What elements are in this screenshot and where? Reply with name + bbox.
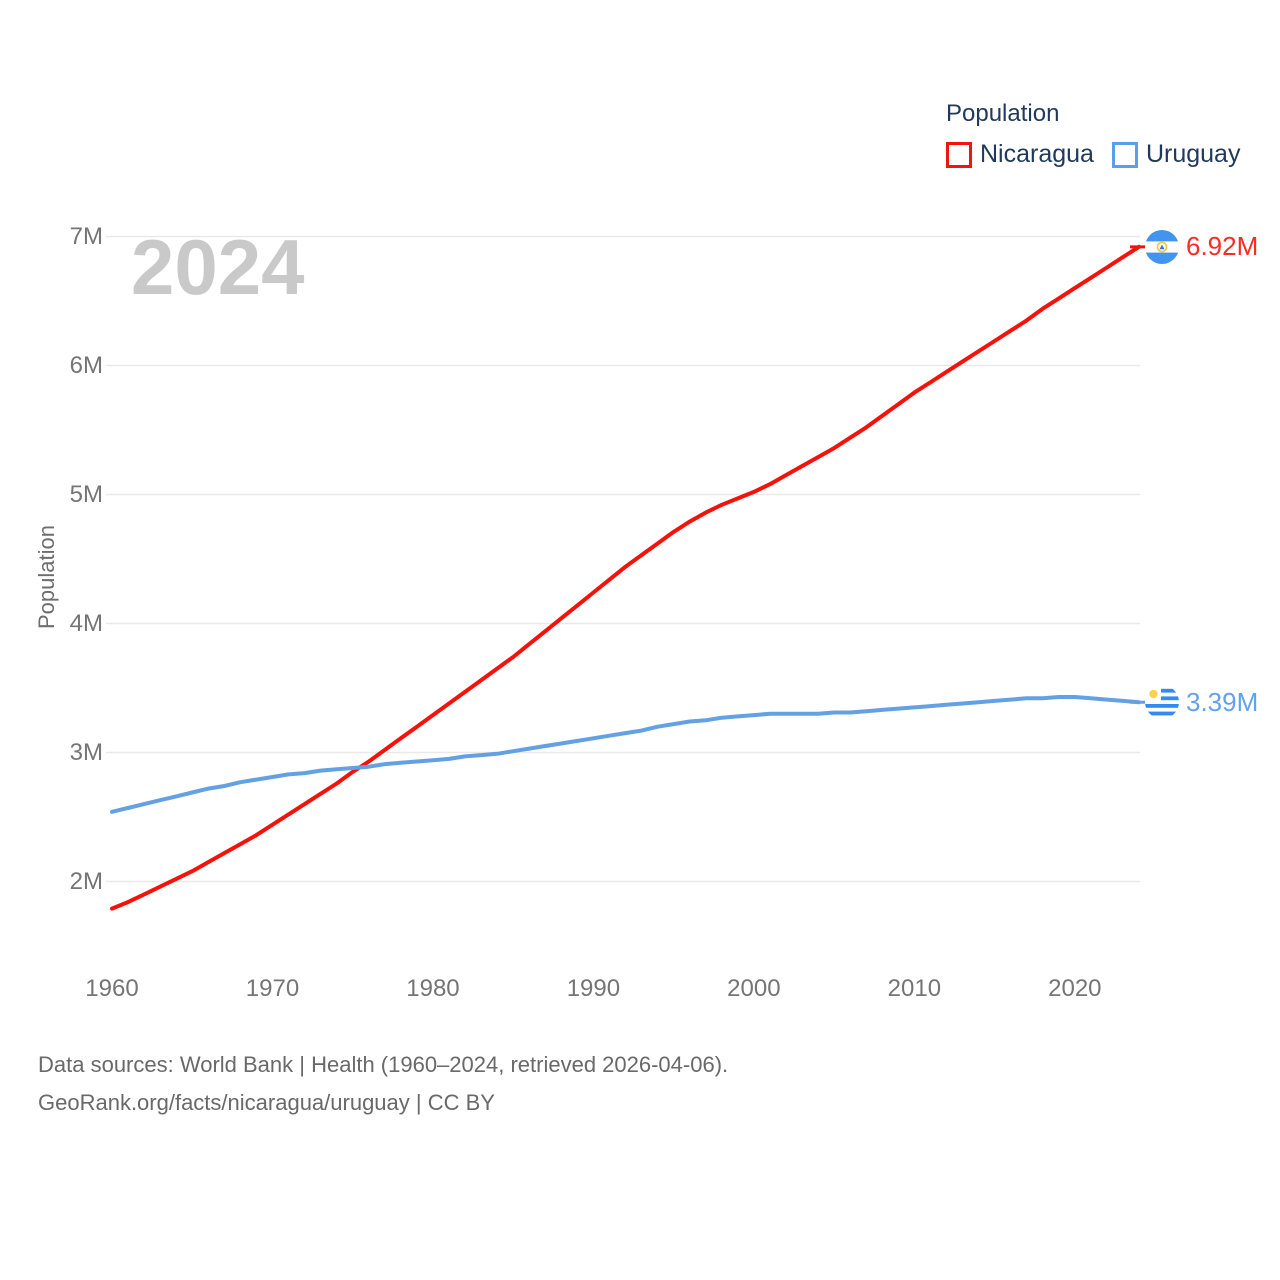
x-tick-label: 2010 [887,975,942,1002]
footer: Data sources: World Bank | Health (1960–… [38,1046,728,1122]
y-tick-label: 4M [69,609,103,637]
footer-source-line: Data sources: World Bank | Health (1960–… [38,1052,729,1077]
uruguay-flag-icon [1145,685,1179,720]
y-tick-label: 5M [69,480,103,508]
x-tick-label: 1970 [245,975,300,1002]
legend-item-uruguay[interactable]: Uruguay [1111,140,1241,169]
year-watermark: 2024 [131,223,305,311]
legend-label-uruguay: Uruguay [1145,140,1241,168]
nicaragua-flag-icon [1145,229,1179,264]
uruguay-legend-swatch [1111,141,1138,168]
x-tick-label: 2000 [727,975,781,1002]
legend: Population Nicaragua Uruguay [946,100,1256,169]
nicaragua-end-label: 6.92M [1145,229,1259,264]
x-tick-label: 1990 [566,975,621,1002]
nicaragua-line [110,244,1141,911]
uruguay-end-value: 3.39M [1186,686,1259,717]
y-tick-label: 6M [69,351,103,379]
y-tick-label: 3M [69,738,103,766]
x-tick-label: 2020 [1048,975,1102,1002]
x-tick-label: 1960 [85,975,139,1002]
nicaragua-end-value: 6.92M [1186,231,1259,262]
legend-item-nicaragua[interactable]: Nicaragua [946,140,1094,169]
legend-label-nicaragua: Nicaragua [980,140,1094,168]
y-tick-label: 7M [69,222,103,250]
legend-items: Nicaragua Uruguay [946,140,1256,169]
y-tick-label: 2M [69,867,103,895]
uruguay-end-label: 3.39M [1145,685,1259,720]
legend-title: Population [946,100,1060,127]
nicaragua-legend-swatch [946,141,972,168]
uruguay-line [110,695,1141,814]
x-tick-label: 1980 [406,975,460,1002]
footer-attribution-line: GeoRank.org/facts/nicaragua/uruguay | CC… [38,1090,495,1115]
